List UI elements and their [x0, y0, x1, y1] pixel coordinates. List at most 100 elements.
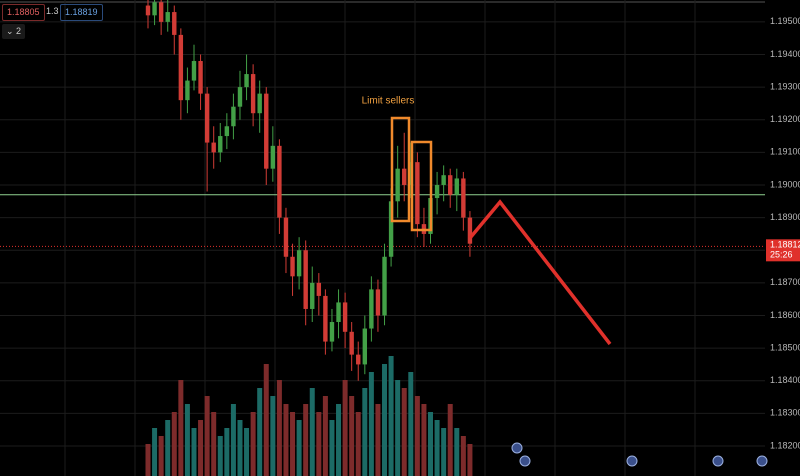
volume-bar — [309, 388, 315, 476]
y-tick-label: 1.18700 — [770, 277, 800, 287]
candle-body — [369, 289, 374, 329]
candle-body — [316, 282, 322, 296]
candle-body — [434, 184, 440, 199]
y-tick-label: 1.19400 — [770, 49, 800, 59]
volume-bar — [224, 428, 230, 476]
price-axis-bg — [765, 0, 800, 476]
indicators-toggle[interactable]: ⌄ 2 — [2, 24, 26, 39]
volume-bar — [191, 428, 197, 476]
y-tick-label: 1.19300 — [770, 81, 800, 91]
volume-bar — [441, 428, 447, 476]
annotation: Limit sellers — [362, 96, 415, 107]
candle-body — [198, 61, 203, 94]
event-icons — [511, 442, 768, 467]
volume-bar — [454, 428, 460, 476]
candle-body — [467, 217, 473, 244]
volume-bar — [250, 412, 256, 476]
candle-body — [277, 145, 282, 218]
price-axis: 1.19500 1.19400 1.19300 1.19200 1.19100 1.190… — [766, 16, 800, 450]
candle-body — [264, 93, 269, 169]
volume-bar — [211, 412, 217, 476]
candle-body — [237, 87, 243, 107]
candle-body — [231, 106, 236, 127]
buy-price[interactable]: 1.18819 — [60, 4, 103, 21]
volume-bar — [158, 436, 164, 476]
countdown: 25:26 — [770, 250, 793, 260]
candle-body — [165, 12, 170, 22]
volume-bar — [257, 388, 263, 476]
volume-bar — [342, 380, 348, 476]
candle-body — [402, 168, 407, 185]
candle-body — [395, 168, 400, 202]
volume-bar — [401, 388, 407, 476]
candle-body — [461, 178, 466, 218]
volume-bar — [217, 436, 223, 476]
candle-body — [375, 289, 381, 316]
candle-body — [336, 302, 341, 323]
last-price-label: 1.18812 — [770, 240, 800, 250]
candle-body — [323, 295, 328, 342]
candle-body — [270, 145, 276, 169]
volume-bar — [368, 372, 374, 476]
candle-body — [329, 322, 335, 342]
highlight-boxes — [390, 116, 433, 232]
candle-body — [204, 93, 210, 143]
vertical-grid — [64, 0, 696, 476]
candle-body — [303, 250, 308, 309]
volume-bar — [467, 444, 473, 476]
volume-bar — [171, 412, 177, 476]
volume-bar — [414, 396, 420, 476]
candle-body — [178, 34, 184, 101]
candle-body — [290, 256, 295, 277]
candle-body — [283, 217, 289, 257]
candle-body — [185, 80, 190, 101]
candle-body — [158, 2, 164, 22]
candle-body — [211, 142, 216, 153]
volume-bar — [460, 436, 466, 476]
volume-bar — [349, 396, 355, 476]
y-tick-label: 1.18200 — [770, 440, 800, 450]
y-tick-label: 1.18500 — [770, 342, 800, 352]
indicator-count: 2 — [16, 26, 22, 36]
sell-price[interactable]: 1.18805 — [2, 4, 45, 21]
volume-bar — [290, 412, 296, 476]
volume-bar — [152, 428, 158, 476]
volume-bar — [355, 412, 361, 476]
volume-bar — [303, 404, 309, 476]
volume-bar — [276, 380, 282, 476]
volume-bar — [362, 388, 368, 476]
volume-bar — [408, 372, 414, 476]
volume-bar — [428, 412, 434, 476]
projection-line — [468, 199, 612, 346]
candle-body — [454, 178, 459, 195]
volume-bar — [263, 364, 269, 476]
volume-bar — [395, 380, 401, 476]
candle-body — [152, 2, 157, 16]
candle-body — [145, 5, 151, 16]
volume-bar — [204, 396, 210, 476]
last-price-box — [766, 239, 800, 262]
y-tick-label: 1.19100 — [770, 147, 800, 157]
candle-body — [382, 256, 387, 316]
volume-bar — [283, 404, 289, 476]
y-tick-label: 1.18300 — [770, 408, 800, 418]
candle-body — [310, 282, 315, 309]
volume-bar — [184, 404, 190, 476]
candle-body — [296, 250, 302, 277]
y-tick-label: 1.19500 — [770, 16, 800, 26]
y-tick-label: 1.18900 — [770, 212, 800, 222]
candle-body — [244, 74, 249, 88]
candle-body — [224, 126, 230, 137]
candle-body — [448, 175, 453, 195]
volume-bar — [322, 396, 328, 476]
volume-bar — [447, 404, 453, 476]
volume-bar — [230, 404, 236, 476]
volume-bar — [421, 404, 427, 476]
y-tick-label: 1.19000 — [770, 179, 800, 189]
candle-body — [172, 12, 177, 35]
volume-bar — [237, 420, 243, 476]
volume-bar — [382, 364, 388, 476]
volume-bar — [329, 420, 335, 476]
